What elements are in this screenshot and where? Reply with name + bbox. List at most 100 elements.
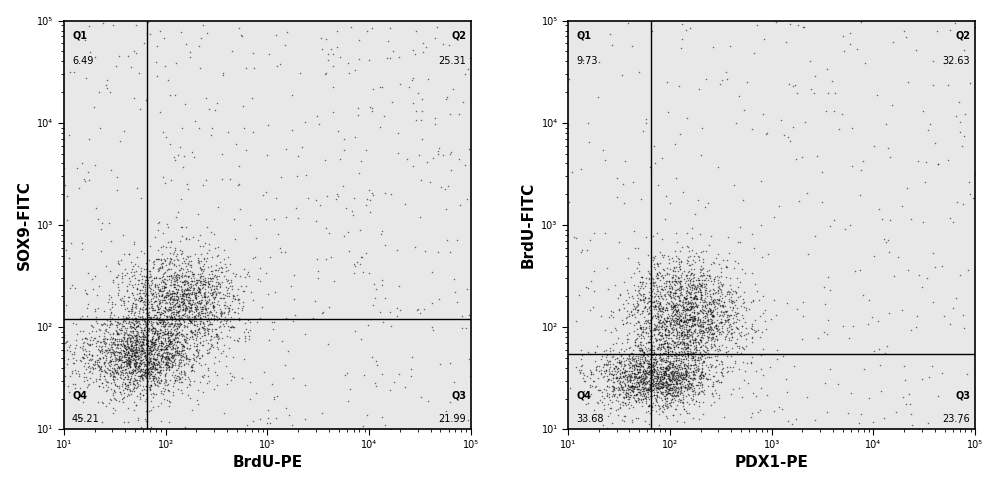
Point bbox=[688, 276, 704, 284]
Point bbox=[138, 373, 154, 381]
Point bbox=[168, 252, 184, 260]
Point bbox=[728, 323, 744, 331]
Point bbox=[642, 366, 658, 374]
Point bbox=[141, 358, 157, 366]
Point bbox=[730, 294, 746, 301]
Point bbox=[660, 380, 676, 388]
Point bbox=[161, 362, 177, 370]
Point bbox=[820, 273, 836, 281]
Point bbox=[131, 359, 147, 367]
Point bbox=[672, 296, 688, 303]
Point bbox=[160, 238, 176, 246]
Point bbox=[669, 417, 685, 425]
Point bbox=[165, 303, 181, 311]
Point bbox=[187, 327, 203, 335]
Point bbox=[131, 354, 147, 362]
Point bbox=[697, 318, 713, 326]
Point bbox=[154, 320, 170, 328]
Point bbox=[169, 281, 185, 289]
Point bbox=[628, 358, 644, 366]
Point bbox=[184, 296, 200, 303]
Point bbox=[216, 295, 232, 302]
Point bbox=[145, 345, 161, 353]
Point bbox=[314, 309, 330, 317]
Point bbox=[122, 346, 138, 354]
Point bbox=[206, 306, 222, 314]
Point bbox=[842, 221, 858, 228]
Point bbox=[632, 347, 648, 355]
Point bbox=[693, 288, 709, 296]
Point bbox=[956, 132, 972, 140]
Point bbox=[146, 372, 162, 379]
Point bbox=[722, 311, 738, 318]
Point bbox=[682, 302, 698, 310]
Point bbox=[636, 290, 652, 298]
Point bbox=[680, 343, 696, 351]
Point bbox=[165, 361, 181, 369]
Point bbox=[197, 293, 213, 301]
Point bbox=[670, 306, 686, 314]
Point bbox=[85, 378, 101, 386]
Point bbox=[190, 300, 206, 307]
Point bbox=[160, 354, 176, 361]
Point bbox=[680, 268, 696, 276]
Point bbox=[153, 345, 169, 353]
Point bbox=[158, 345, 174, 353]
Point bbox=[924, 362, 940, 370]
Point bbox=[648, 272, 664, 280]
Point bbox=[617, 399, 633, 407]
Point bbox=[679, 330, 695, 337]
Point bbox=[624, 370, 640, 377]
Point bbox=[643, 267, 659, 275]
Point bbox=[169, 292, 185, 300]
Point bbox=[668, 257, 684, 265]
Point bbox=[115, 394, 131, 402]
Point bbox=[657, 317, 673, 324]
Point bbox=[325, 62, 341, 70]
Point bbox=[683, 300, 699, 308]
Point bbox=[678, 271, 694, 279]
Point bbox=[154, 342, 170, 350]
Point bbox=[362, 316, 378, 323]
Point bbox=[135, 333, 151, 340]
Point bbox=[723, 297, 739, 304]
Point bbox=[183, 304, 199, 312]
Point bbox=[626, 391, 642, 399]
Point bbox=[673, 288, 689, 296]
Point bbox=[80, 381, 96, 389]
Point bbox=[172, 303, 188, 311]
Point bbox=[685, 281, 701, 289]
Point bbox=[631, 359, 647, 367]
Point bbox=[135, 366, 151, 374]
Point bbox=[699, 301, 715, 309]
Point bbox=[148, 336, 164, 344]
Point bbox=[614, 385, 630, 393]
Point bbox=[107, 368, 123, 375]
Point bbox=[646, 375, 662, 382]
Point bbox=[719, 353, 735, 360]
Point bbox=[184, 290, 200, 298]
Point bbox=[744, 230, 760, 238]
Point bbox=[117, 351, 133, 358]
Point bbox=[122, 320, 138, 328]
Point bbox=[102, 369, 118, 376]
Point bbox=[656, 370, 672, 378]
Point bbox=[116, 418, 132, 426]
Point bbox=[189, 396, 205, 404]
Point bbox=[159, 291, 175, 299]
Point bbox=[117, 369, 133, 376]
Point bbox=[106, 369, 122, 377]
Point bbox=[135, 298, 151, 305]
Point bbox=[610, 295, 626, 302]
Point bbox=[721, 323, 737, 331]
Point bbox=[692, 298, 708, 306]
Point bbox=[129, 322, 145, 330]
Point bbox=[705, 281, 721, 288]
Point bbox=[677, 375, 693, 383]
Point bbox=[622, 363, 638, 371]
Point bbox=[148, 355, 164, 363]
Point bbox=[180, 302, 196, 310]
Point bbox=[651, 305, 667, 313]
Point bbox=[128, 302, 144, 310]
Point bbox=[150, 267, 166, 275]
